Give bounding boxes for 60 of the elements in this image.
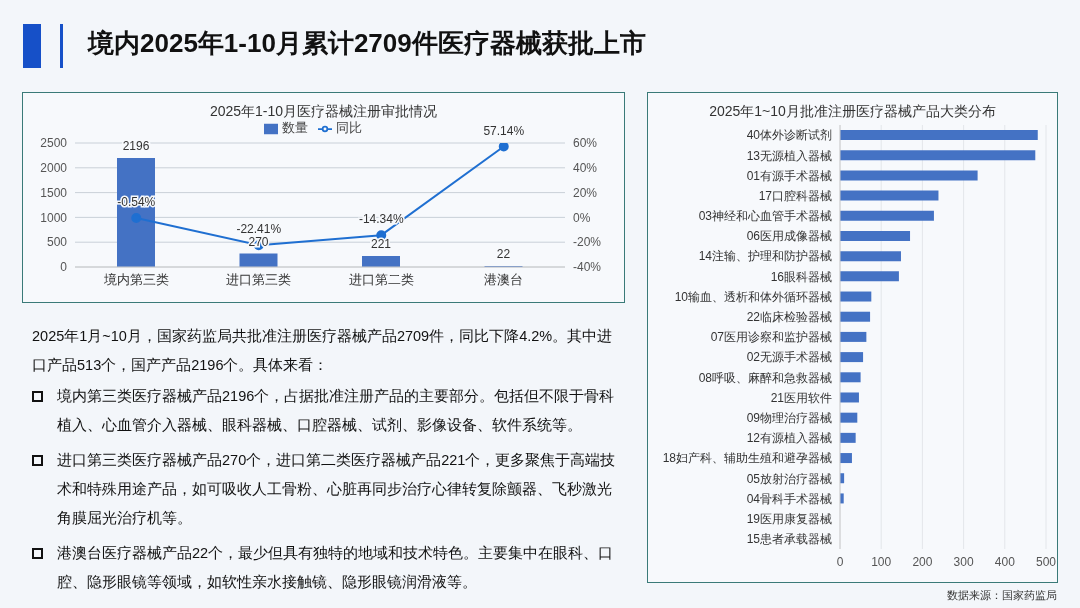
x-tick-label: 境内第三类 <box>102 272 169 288</box>
y-tick-label: 08呼吸、麻醉和急救器械 <box>698 370 832 385</box>
x-tick-label: 进口第二类 <box>348 272 414 288</box>
legend-label: 数量 <box>282 120 308 135</box>
text: 境内第三类医疗器械产品2196个，占据批准注册产品的主要部分。包括但不限于骨科植入、心血管介入器械、眼科器械、口腔器械、试剂、影像设备、软件系统等。 <box>57 387 616 435</box>
legend-label: 同比 <box>336 120 362 135</box>
y-tick-label: 16眼科器械 <box>770 269 832 284</box>
y-tick-label: 09物理治疗器械 <box>746 411 832 426</box>
data-label: -14.34% <box>358 212 404 227</box>
y-tick-label: 03神经和心血管手术器械 <box>698 209 832 224</box>
y-tick-label: 07医用诊察和监护器械 <box>710 330 832 345</box>
text: 进口第三类医疗器械产品270个，进口第二类医疗器械产品221个，更多聚焦于高端技术和特殊用途产品，如可吸收人工骨粉、心脏再同步治疗心律转复除颤器、飞秒激光角膜屈光治疗机等。 <box>57 451 617 528</box>
x-tick-label: 100 <box>871 554 892 569</box>
chart-title: 2025年1~10月批准注册医疗器械产品大类分布 <box>708 103 997 121</box>
y-tick-label: 01有源手术器械 <box>746 168 832 183</box>
x-tick-label: 0 <box>836 554 844 569</box>
y-tick-label: 10输血、透析和体外循环器械 <box>674 289 832 304</box>
x-tick-label: 400 <box>994 554 1016 569</box>
y2-tick-label: 20% <box>573 185 598 200</box>
y-tick-label: 40体外诊断试剂 <box>746 128 832 143</box>
y-tick-label: 1000 <box>40 210 68 225</box>
data-label: -22.41% <box>236 222 282 237</box>
y-tick-label: 17口腔科器械 <box>758 188 832 203</box>
x-tick-label: 进口第三类 <box>226 272 292 288</box>
y-tick-label: 05放射治疗器械 <box>746 471 832 486</box>
y-tick-label: 18妇产科、辅助生殖和避孕器械 <box>662 451 832 466</box>
y-tick-label: 14注输、护理和防护器械 <box>698 249 832 264</box>
y2-tick-label: 0% <box>573 210 591 225</box>
y-tick-label: 1500 <box>40 185 68 200</box>
text: 境内2025年1-10月累计2709件医疗器械获批上市 <box>88 27 646 60</box>
data-label: 22 <box>496 246 511 261</box>
data-label: 221 <box>370 237 392 252</box>
y-tick-label: 500 <box>46 235 68 250</box>
source-note: 数据来源：国家药监局 <box>947 588 1057 603</box>
data-label: -0.54% <box>117 195 156 210</box>
y-tick-label: 06医用成像器械 <box>746 229 832 244</box>
x-tick-label: 500 <box>1035 554 1057 569</box>
data-label: 2196 <box>122 139 150 154</box>
y-tick-label: 12有源植入器械 <box>746 431 832 446</box>
x-tick-label: 200 <box>912 554 933 569</box>
y-tick-label: 04骨科手术器械 <box>746 491 832 506</box>
text: 港澳台医疗器械产品22个，最少但具有独特的地域和技术特色。主要集中在眼科、口腔、隐形眼镜等领域，如软性亲水接触镜、隐形眼镜润滑液等。 <box>57 544 615 592</box>
text: 2025年1月~10月，国家药监局共批准注册医疗器械产品2709件，同比下降4.2%。其中进口产品513个，国产产品2196个。具体来看： <box>32 327 614 375</box>
data-label: 57.14% <box>483 123 525 138</box>
x-tick-label: 300 <box>953 554 974 569</box>
x-tick-label: 港澳台 <box>484 272 524 288</box>
y-tick-label: 2500 <box>40 136 68 151</box>
y-tick-label: 21医用软件 <box>770 390 832 405</box>
y2-tick-label: 40% <box>573 161 598 176</box>
y2-tick-label: 60% <box>573 136 598 151</box>
y2-tick-label: -20% <box>573 235 602 250</box>
y-tick-label: 02无源手术器械 <box>746 350 832 365</box>
y-tick-label: 22临床检验器械 <box>746 310 832 325</box>
y-tick-label: 2000 <box>40 161 68 176</box>
y-tick-label: 0 <box>60 260 68 275</box>
chart-title: 2025年1-10月医疗器械注册审批情况 <box>208 103 439 121</box>
y-tick-label: 13无源植入器械 <box>746 148 832 163</box>
y-tick-label: 19医用康复器械 <box>746 511 832 526</box>
y-tick-label: 15患者承载器械 <box>746 532 832 547</box>
y2-tick-label: -40% <box>573 260 602 275</box>
